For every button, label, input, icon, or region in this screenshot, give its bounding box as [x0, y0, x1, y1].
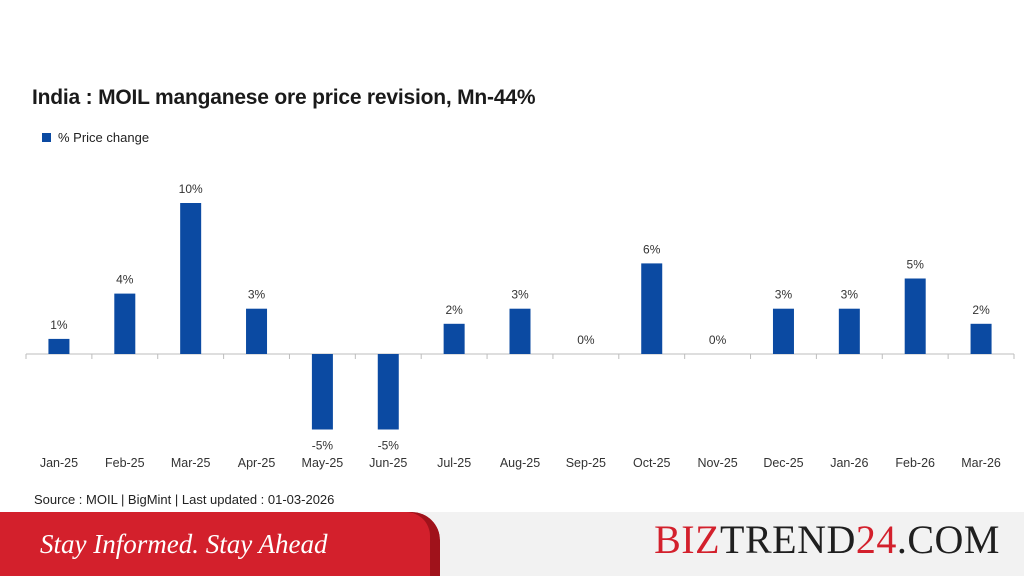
bar-Jan-26	[838, 308, 860, 354]
data-label: 0%	[709, 333, 727, 347]
x-tick-label: Nov-25	[697, 456, 737, 470]
x-tick-label: Jan-25	[40, 456, 78, 470]
data-label: -5%	[312, 439, 334, 453]
x-tick-label: Jun-25	[369, 456, 407, 470]
x-tick-label: Jul-25	[437, 456, 471, 470]
banner-face: Stay Informed. Stay Ahead	[0, 512, 430, 576]
brand-part-2: TREND	[720, 517, 856, 562]
data-label: 3%	[511, 288, 529, 302]
x-tick-label: May-25	[302, 456, 344, 470]
x-tick-label: Aug-25	[500, 456, 540, 470]
data-label: 6%	[643, 242, 661, 256]
bar-Mar-25	[180, 203, 202, 354]
source-note: Source : MOIL | BigMint | Last updated :…	[34, 492, 335, 507]
data-label: 2%	[445, 303, 463, 317]
legend-label: % Price change	[58, 130, 150, 145]
data-label: 10%	[179, 182, 203, 196]
bar-chart: 1% Jan-25 4% Feb-25 10% Mar-25 3% Apr-25 -5% May-…	[25, 182, 1015, 470]
bar-Mar-26	[970, 323, 992, 354]
brand-part-1: BIZ	[654, 517, 721, 562]
bar-Dec-25	[772, 308, 794, 354]
brand-part-4: .COM	[896, 517, 1000, 562]
bar-Aug-25	[509, 308, 531, 354]
bar-Apr-25	[246, 308, 268, 354]
bar-May-25	[311, 354, 333, 430]
x-tick-label: Feb-25	[105, 456, 145, 470]
bar-Jun-25	[377, 354, 399, 430]
chart-title: India : MOIL manganese ore price revisio…	[32, 86, 536, 109]
data-label: 3%	[775, 288, 793, 302]
x-tick-label: Oct-25	[633, 456, 671, 470]
brand-part-3: 24	[855, 517, 897, 562]
x-tick-label: Mar-26	[961, 456, 1001, 470]
x-tick-label: Apr-25	[238, 456, 276, 470]
brand-logo[interactable]: BIZTREND24.COM	[654, 516, 1000, 563]
tagline-banner: Stay Informed. Stay Ahead	[0, 512, 440, 576]
bar-Jan-25	[48, 338, 70, 354]
bar-Feb-25	[114, 293, 136, 354]
data-label: 4%	[116, 273, 134, 287]
x-tick-label: Feb-26	[895, 456, 935, 470]
legend-swatch	[42, 133, 51, 142]
data-label: 1%	[50, 318, 68, 332]
bar-Oct-25	[641, 263, 663, 354]
data-label: 3%	[841, 288, 859, 302]
x-tick-label: Dec-25	[763, 456, 803, 470]
bar-Jul-25	[443, 323, 465, 354]
data-label: 0%	[577, 333, 595, 347]
chart-legend: % Price change	[42, 130, 149, 145]
bar-Feb-26	[904, 278, 926, 354]
x-tick-label: Sep-25	[566, 456, 606, 470]
x-tick-label: Mar-25	[171, 456, 211, 470]
data-label: 3%	[248, 288, 266, 302]
data-label: 5%	[907, 258, 925, 272]
data-label: 2%	[972, 303, 990, 317]
x-tick-label: Jan-26	[830, 456, 868, 470]
tagline-text: Stay Informed. Stay Ahead	[40, 528, 328, 559]
data-label: -5%	[378, 439, 400, 453]
